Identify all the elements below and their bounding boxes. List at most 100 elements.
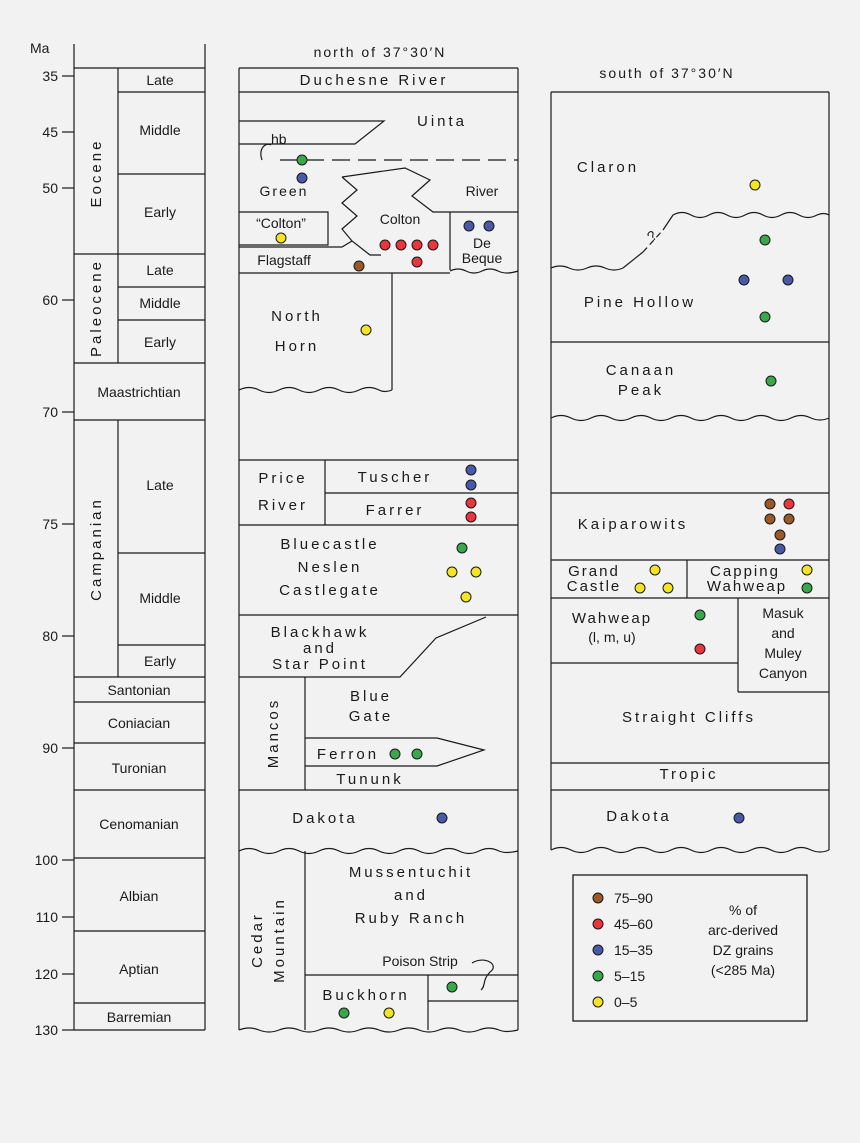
sample-dot <box>383 1007 395 1019</box>
scale-tick-label: 45 <box>42 124 58 140</box>
legend-title-line-2: arc-derived <box>708 922 778 938</box>
unit-beque: Beque <box>462 250 503 266</box>
sample-dot <box>446 566 458 578</box>
sample-dot <box>463 220 475 232</box>
unit-ruby-ranch: Ruby Ranch <box>355 910 468 927</box>
sample-dot <box>296 172 308 184</box>
sample-dot <box>427 239 439 251</box>
stage-eocene-late: Late <box>146 72 173 88</box>
sample-dot <box>801 564 813 576</box>
unit-de: De <box>473 235 491 251</box>
unit-grand: Grand <box>568 563 620 580</box>
sample-dot <box>465 464 477 476</box>
unit-bluecastle: Bluecastle <box>280 536 379 553</box>
stage-campanian-late: Late <box>146 477 173 493</box>
sample-dot <box>353 260 365 272</box>
sample-dots <box>275 154 813 1019</box>
unit-peak: Peak <box>618 382 664 399</box>
sample-dot <box>649 564 661 576</box>
scale-tick-label: 35 <box>42 68 58 84</box>
south-header: south of 37°30′N <box>599 65 734 81</box>
sample-dot <box>733 812 745 824</box>
unit-claron: Claron <box>577 159 639 176</box>
legend-swatch <box>592 944 604 956</box>
unit-horn: Horn <box>275 338 320 355</box>
scale-ticks: 35 45 50 60 70 75 80 90 100 110 120 130 <box>35 68 74 1038</box>
sample-dot <box>694 643 706 655</box>
north-header: north of 37°30′N <box>314 44 447 60</box>
scale-tick-label: 70 <box>42 404 58 420</box>
scale-unit-label: Ma <box>30 40 50 56</box>
epoch-paleocene: Paleocene <box>88 259 105 357</box>
unit-tropic: Tropic <box>659 766 718 783</box>
north-column: north of 37°30′N <box>238 44 519 1033</box>
stage-campanian-middle: Middle <box>139 590 180 606</box>
legend-label: 75–90 <box>614 890 653 906</box>
unit-duchesne-river: Duchesne River <box>300 72 449 89</box>
sample-dot <box>774 543 786 555</box>
unit-castle: Castle <box>567 578 622 595</box>
unit-north: North <box>271 308 323 325</box>
sample-dot <box>411 748 423 760</box>
sample-dot <box>782 274 794 286</box>
legend-label: 45–60 <box>614 916 653 932</box>
unit-straight-cliffs: Straight Cliffs <box>622 709 756 726</box>
poison-strip-pointer <box>471 959 494 991</box>
sample-dot <box>662 582 674 594</box>
unit-gate: Gate <box>349 708 394 725</box>
sample-dot <box>411 256 423 268</box>
unit-ferron: Ferron <box>317 746 379 763</box>
unit-masuk: Masuk <box>762 605 804 621</box>
unit-wahweap-sub: (l, m, u) <box>588 629 635 645</box>
stage-turonian: Turonian <box>112 760 167 776</box>
scale-tick-label: 75 <box>42 516 58 532</box>
unit-wahweap: Wahweap <box>572 610 652 627</box>
sample-dot <box>759 311 771 323</box>
stage-cenomanian: Cenomanian <box>99 816 178 832</box>
stage-coniacian: Coniacian <box>108 715 170 731</box>
unit-capping: Capping <box>710 563 780 580</box>
sample-dot <box>446 981 458 993</box>
unit-uinta: Uinta <box>417 113 467 130</box>
scale-tick-label: 100 <box>35 852 59 868</box>
sample-dot <box>470 566 482 578</box>
unit-mussentuchit: Mussentuchit <box>349 864 473 881</box>
sample-dot <box>783 513 795 525</box>
sample-dot <box>765 375 777 387</box>
sample-dot <box>465 511 477 523</box>
unit-muley: Muley <box>764 645 801 661</box>
unit-tuscher: Tuscher <box>358 469 433 486</box>
sample-dot <box>338 1007 350 1019</box>
unit-canaan: Canaan <box>606 362 677 379</box>
unit-poison-strip: Poison Strip <box>382 953 458 969</box>
label-hb: hb <box>271 131 287 147</box>
legend-swatch <box>592 892 604 904</box>
sample-dot <box>759 234 771 246</box>
sample-dot <box>774 529 786 541</box>
scale-tick-label: 110 <box>36 909 59 925</box>
legend-entries: 75–90 45–60 15–35 5–15 0–5 <box>592 890 653 1010</box>
scale-tick-label: 50 <box>42 180 58 196</box>
unit-green: Green <box>260 183 309 199</box>
unit-farrer: Farrer <box>366 502 425 519</box>
sample-dot <box>749 179 761 191</box>
stage-barremian: Barremian <box>107 1009 172 1025</box>
sample-dot <box>801 582 813 594</box>
sample-dot <box>436 812 448 824</box>
stage-campanian-early: Early <box>144 653 176 669</box>
sample-dot <box>465 479 477 491</box>
sample-dot <box>296 154 308 166</box>
unit-river: River <box>466 183 499 199</box>
legend-label: 0–5 <box>614 994 638 1010</box>
scale-tick-label: 130 <box>35 1022 59 1038</box>
stage-paleocene-early: Early <box>144 334 176 350</box>
sample-dot <box>694 609 706 621</box>
unit-wahweap-capping: Wahweap <box>707 578 787 595</box>
unit-mussentuchit-and: and <box>394 887 428 904</box>
unit-masuk-and: and <box>771 625 794 641</box>
unit-river-price: River <box>258 497 308 514</box>
unit-neslen: Neslen <box>298 559 363 576</box>
stage-paleocene-middle: Middle <box>139 295 180 311</box>
